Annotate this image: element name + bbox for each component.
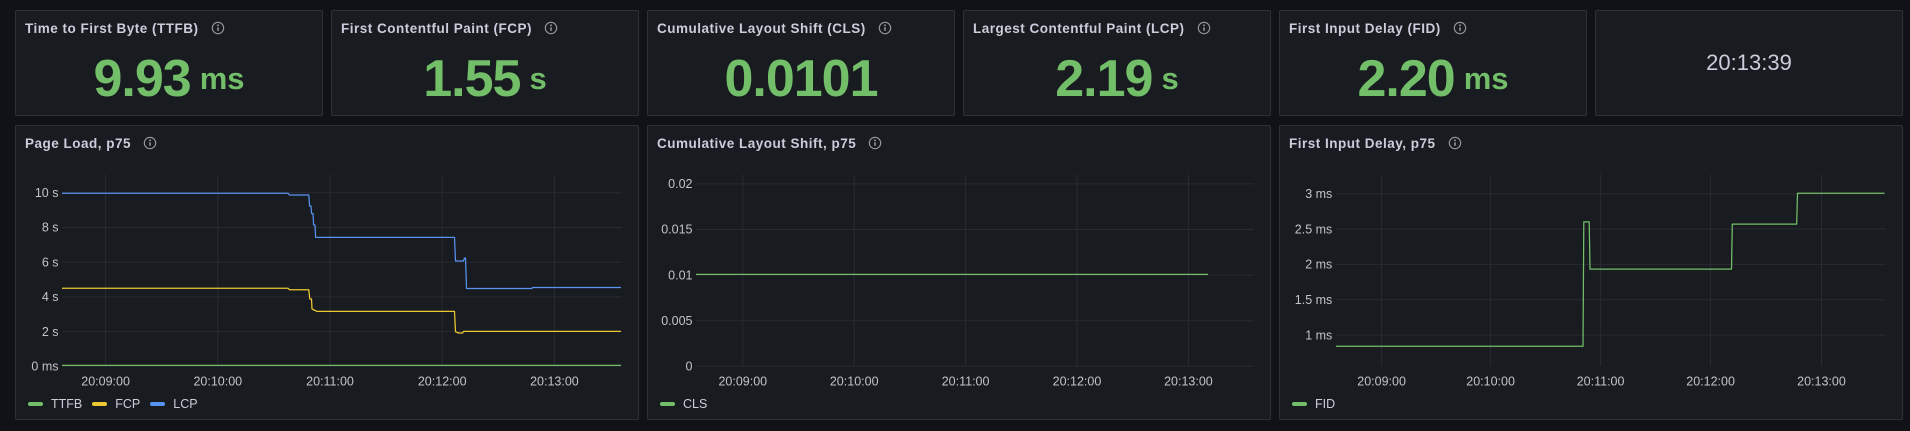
svg-text:20:09:00: 20:09:00 xyxy=(1357,375,1406,389)
svg-text:1.5 ms: 1.5 ms xyxy=(1295,293,1333,307)
svg-text:2 ms: 2 ms xyxy=(1305,258,1332,272)
svg-text:20:13:00: 20:13:00 xyxy=(1164,375,1213,389)
svg-text:20:13:00: 20:13:00 xyxy=(1797,375,1846,389)
svg-text:20:09:00: 20:09:00 xyxy=(81,375,130,389)
svg-text:20:11:00: 20:11:00 xyxy=(942,375,990,389)
svg-text:2.5 ms: 2.5 ms xyxy=(1295,222,1333,236)
svg-text:20:11:00: 20:11:00 xyxy=(1577,375,1625,389)
svg-text:20:10:00: 20:10:00 xyxy=(830,375,879,389)
svg-text:0.02: 0.02 xyxy=(668,177,692,191)
svg-text:2 s: 2 s xyxy=(42,325,59,339)
svg-text:20:12:00: 20:12:00 xyxy=(1053,375,1102,389)
svg-text:4 s: 4 s xyxy=(42,290,59,304)
svg-text:20:10:00: 20:10:00 xyxy=(1466,375,1515,389)
svg-text:20:11:00: 20:11:00 xyxy=(306,375,354,389)
svg-text:0.015: 0.015 xyxy=(661,223,692,237)
svg-text:20:10:00: 20:10:00 xyxy=(193,375,242,389)
svg-text:20:09:00: 20:09:00 xyxy=(718,375,767,389)
svg-text:20:13:00: 20:13:00 xyxy=(530,375,579,389)
svg-text:0 ms: 0 ms xyxy=(31,360,58,374)
svg-text:0.01: 0.01 xyxy=(668,268,692,282)
svg-text:20:12:00: 20:12:00 xyxy=(418,375,467,389)
svg-text:0: 0 xyxy=(686,360,693,374)
svg-text:0.005: 0.005 xyxy=(661,314,692,328)
svg-text:20:12:00: 20:12:00 xyxy=(1686,375,1735,389)
svg-text:8 s: 8 s xyxy=(42,221,59,235)
svg-text:6 s: 6 s xyxy=(42,255,59,269)
svg-text:1 ms: 1 ms xyxy=(1305,328,1332,342)
svg-text:3 ms: 3 ms xyxy=(1305,187,1332,201)
svg-text:10 s: 10 s xyxy=(35,186,59,200)
